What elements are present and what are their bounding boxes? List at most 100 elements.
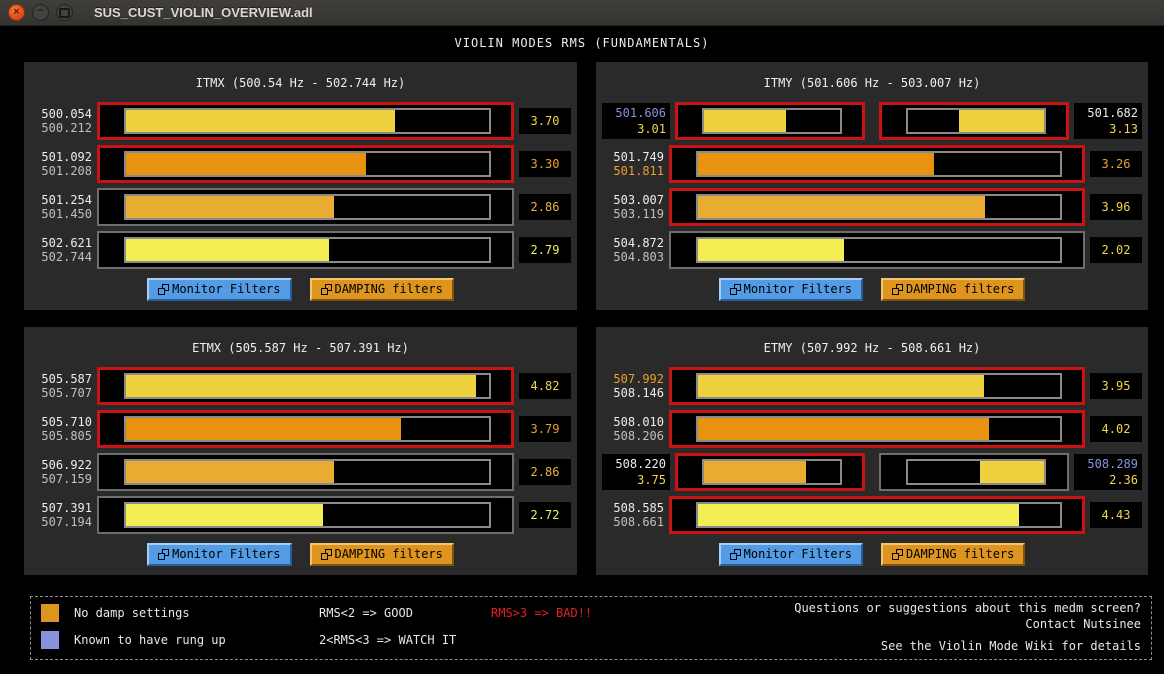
button-label: Monitor Filters	[172, 282, 281, 296]
freq-upper: 507.391	[41, 501, 92, 515]
rms-value: 4.82	[519, 373, 571, 399]
rms-bar	[97, 188, 514, 226]
window-title: SUS_CUST_VIOLIN_OVERVIEW.adl	[94, 5, 313, 20]
freq-lower: 500.212	[41, 121, 92, 135]
rms-value: 3.96	[1090, 194, 1142, 220]
freq-upper: 506.922	[41, 458, 92, 472]
window-minimize-button[interactable]: –	[32, 4, 49, 21]
freq-upper: 505.587	[41, 372, 92, 386]
rms-bar	[669, 367, 1085, 405]
mode-row: 507.992 508.146 3.95	[602, 367, 1142, 405]
freq-labels: 507.992 508.146	[602, 372, 664, 400]
panel-itmy: ITMY (501.606 Hz - 503.007 Hz) 501.606 3.0…	[596, 62, 1148, 310]
monitor-filters-button[interactable]: Monitor Filters	[147, 543, 292, 566]
button-label: Monitor Filters	[743, 282, 852, 296]
rms-value: 3.26	[1090, 151, 1142, 177]
button-label: DAMPING filters	[334, 547, 443, 561]
monitor-filters-button[interactable]: Monitor Filters	[718, 278, 863, 301]
freq-value-block: 501.682 3.13	[1074, 103, 1142, 139]
freq-upper: 504.872	[613, 236, 664, 250]
freq-labels: 506.922 507.159	[30, 458, 92, 486]
rms-fill	[126, 461, 334, 483]
button-label: Monitor Filters	[172, 547, 281, 561]
legend-box: No damp settings Known to have rung up R…	[30, 596, 1152, 660]
damping-filters-button[interactable]: DAMPING filters	[881, 543, 1026, 566]
freq-labels: 508.010 508.206	[602, 415, 664, 443]
rms-bar	[675, 453, 865, 491]
rms-bar	[879, 102, 1069, 140]
panel-title: ITMY (501.606 Hz - 503.007 Hz)	[763, 76, 981, 90]
rms-bar	[97, 410, 514, 448]
rms-fill	[698, 239, 845, 261]
rms-value: 2.79	[519, 237, 571, 263]
wiki-hint-text: See the Violin Mode Wiki for details	[880, 639, 1141, 653]
damping-filters-button[interactable]: DAMPING filters	[881, 278, 1026, 301]
freq-lower: 505.805	[41, 429, 92, 443]
rms-fill	[126, 239, 329, 261]
rms-fill	[698, 504, 1019, 526]
freq-lower: 503.119	[613, 207, 664, 221]
mode-row: 507.391 507.194 2.72	[30, 496, 571, 534]
mode-row: 501.254 501.450 2.86	[30, 188, 571, 226]
freq-labels: 501.254 501.450	[30, 193, 92, 221]
related-display-icon	[892, 283, 903, 295]
mode-row: 508.585 508.661 4.43	[602, 496, 1142, 534]
window-titlebar: × – SUS_CUST_VIOLIN_OVERVIEW.adl	[0, 0, 1164, 26]
freq-lower: 507.159	[41, 472, 92, 486]
panel-etmy: ETMY (507.992 Hz - 508.661 Hz) 507.992 508…	[596, 327, 1148, 575]
freq-lower: 502.744	[41, 250, 92, 264]
legend-rule-bad: RMS>3 => BAD!!	[491, 606, 593, 620]
freq-labels: 501.092 501.208	[30, 150, 92, 178]
freq-upper: 501.749	[613, 150, 664, 164]
window-close-button[interactable]: ×	[8, 4, 25, 21]
mode-row: 508.220 3.75 508.289 2.36	[602, 453, 1142, 491]
button-label: DAMPING filters	[906, 282, 1015, 296]
mode-row: 505.587 505.707 4.82	[30, 367, 571, 405]
mode-row: 501.606 3.01 501.682 3.13	[602, 102, 1142, 140]
rms-value: 4.43	[1090, 502, 1142, 528]
rms-value: 3.70	[519, 108, 571, 134]
panel-title: ETMX (505.587 Hz - 507.391 Hz)	[192, 341, 409, 355]
legend-rule-watch: 2<RMS<3 => WATCH IT	[319, 633, 457, 647]
rms-fill	[704, 461, 806, 483]
rms-fill	[126, 110, 395, 132]
freq-upper: 501.254	[41, 193, 92, 207]
monitor-filters-button[interactable]: Monitor Filters	[718, 543, 863, 566]
rms-value: 3.75	[637, 473, 666, 487]
freq-upper: 501.092	[41, 150, 92, 164]
mode-row: 502.621 502.744 2.79	[30, 231, 571, 269]
freq-labels: 505.587 505.707	[30, 372, 92, 400]
panel-etmx: ETMX (505.587 Hz - 507.391 Hz) 505.587 505…	[24, 327, 577, 575]
rms-bar	[97, 453, 514, 491]
mode-row: 504.872 504.803 2.02	[602, 231, 1142, 269]
monitor-filters-button[interactable]: Monitor Filters	[147, 278, 292, 301]
related-display-icon	[158, 283, 170, 295]
no-damp-swatch	[41, 604, 59, 622]
related-display-icon	[158, 548, 170, 560]
panel-title: ITMX (500.54 Hz - 502.744 Hz)	[195, 76, 406, 90]
button-label: DAMPING filters	[334, 282, 443, 296]
rms-fill	[698, 375, 984, 397]
rms-fill	[698, 153, 935, 175]
rms-bar	[97, 496, 514, 534]
freq-lower: 505.707	[41, 386, 92, 400]
rms-value: 4.02	[1090, 416, 1142, 442]
freq-lower: 508.661	[613, 515, 664, 529]
freq-labels: 501.749 501.811	[602, 150, 664, 178]
window-maximize-button[interactable]	[56, 4, 73, 21]
button-label: Monitor Filters	[743, 547, 852, 561]
legend-label-rung-up: Known to have rung up	[74, 633, 226, 647]
freq-lower: 508.206	[613, 429, 664, 443]
contact-question-text: Questions or suggestions about this medm…	[794, 601, 1141, 615]
rms-bar	[675, 102, 865, 140]
damping-filters-button[interactable]: DAMPING filters	[309, 543, 454, 566]
rms-fill	[698, 418, 990, 440]
legend-rule-good: RMS<2 => GOOD	[319, 606, 413, 620]
rms-value: 3.13	[1109, 122, 1138, 136]
button-label: DAMPING filters	[906, 547, 1015, 561]
freq-value-block: 508.220 3.75	[602, 454, 670, 490]
rms-bar	[669, 231, 1085, 269]
rms-value: 3.95	[1090, 373, 1142, 399]
freq-value-block: 508.289 2.36	[1074, 454, 1142, 490]
damping-filters-button[interactable]: DAMPING filters	[309, 278, 454, 301]
